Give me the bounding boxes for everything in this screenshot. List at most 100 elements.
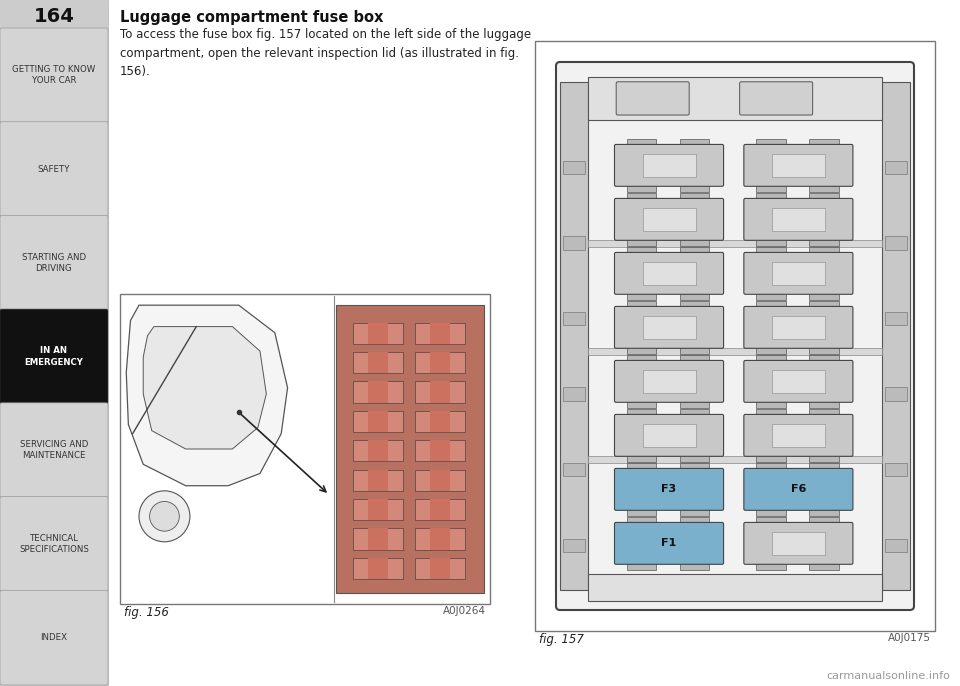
Bar	[756, 563, 785, 570]
FancyBboxPatch shape	[0, 497, 108, 591]
Text: INDEX: INDEX	[40, 633, 67, 642]
Bar	[772, 316, 825, 339]
Bar	[353, 558, 402, 579]
Bar	[535, 41, 935, 631]
Bar	[642, 424, 696, 447]
Bar	[368, 411, 388, 432]
Bar	[368, 352, 388, 373]
Bar	[430, 528, 450, 549]
Bar	[353, 322, 402, 344]
FancyBboxPatch shape	[0, 215, 108, 310]
Bar	[430, 499, 450, 520]
Bar	[680, 455, 709, 462]
Bar	[336, 305, 484, 593]
Bar	[809, 455, 839, 462]
FancyBboxPatch shape	[614, 252, 724, 294]
Bar	[885, 388, 907, 401]
Bar	[885, 236, 907, 250]
Bar	[680, 301, 709, 308]
Text: F3: F3	[661, 484, 677, 495]
Text: fig. 157: fig. 157	[539, 633, 584, 646]
FancyBboxPatch shape	[614, 145, 724, 187]
Bar	[627, 347, 657, 354]
Bar	[642, 154, 696, 177]
Bar	[809, 185, 839, 192]
Text: TECHNICAL
SPECIFICATIONS: TECHNICAL SPECIFICATIONS	[19, 534, 89, 554]
Bar	[772, 424, 825, 447]
Bar	[772, 208, 825, 231]
Bar	[560, 82, 588, 590]
Bar	[642, 370, 696, 393]
Bar	[885, 311, 907, 325]
Bar	[415, 528, 465, 549]
Bar	[772, 261, 825, 285]
Bar	[353, 352, 402, 373]
Bar	[563, 161, 586, 174]
Bar	[415, 499, 465, 520]
Bar	[430, 558, 450, 579]
Bar	[809, 239, 839, 246]
FancyBboxPatch shape	[0, 121, 108, 216]
Bar	[430, 470, 450, 490]
Bar	[756, 463, 785, 470]
Text: SERVICING AND
MAINTENANCE: SERVICING AND MAINTENANCE	[20, 440, 88, 460]
Bar	[627, 409, 657, 416]
Bar	[680, 139, 709, 146]
Bar	[642, 316, 696, 339]
Bar	[588, 348, 882, 355]
Bar	[772, 532, 825, 555]
Bar	[627, 193, 657, 200]
Bar	[627, 463, 657, 470]
Bar	[756, 509, 785, 516]
Bar	[627, 301, 657, 308]
Bar	[809, 563, 839, 570]
Bar	[368, 528, 388, 549]
Bar	[772, 370, 825, 393]
Bar	[885, 539, 907, 552]
Bar	[680, 517, 709, 524]
FancyBboxPatch shape	[0, 403, 108, 497]
Bar	[680, 247, 709, 254]
Bar	[368, 470, 388, 490]
Bar	[368, 322, 388, 344]
Bar	[756, 301, 785, 308]
Bar	[809, 517, 839, 524]
Bar	[809, 193, 839, 200]
Bar	[627, 355, 657, 362]
Bar	[680, 401, 709, 407]
Bar	[627, 455, 657, 462]
Polygon shape	[143, 327, 266, 449]
Text: IN AN
EMERGENCY: IN AN EMERGENCY	[25, 346, 84, 366]
Bar	[627, 293, 657, 300]
Text: Luggage compartment fuse box: Luggage compartment fuse box	[120, 10, 383, 25]
Bar	[809, 347, 839, 354]
Bar	[588, 77, 882, 120]
FancyBboxPatch shape	[0, 309, 108, 404]
Bar	[353, 440, 402, 462]
FancyBboxPatch shape	[616, 82, 689, 115]
Bar	[680, 347, 709, 354]
Bar	[563, 236, 586, 250]
Bar	[353, 499, 402, 520]
Bar	[430, 440, 450, 462]
FancyBboxPatch shape	[744, 198, 852, 240]
Bar	[627, 139, 657, 146]
Bar	[756, 347, 785, 354]
Text: 164: 164	[34, 6, 75, 25]
Bar	[563, 463, 586, 476]
Bar	[756, 517, 785, 524]
FancyBboxPatch shape	[744, 145, 852, 187]
Text: A0J0175: A0J0175	[888, 633, 931, 643]
Bar	[885, 463, 907, 476]
Bar	[563, 311, 586, 325]
Bar	[627, 401, 657, 407]
Bar	[122, 296, 488, 602]
Bar	[368, 381, 388, 403]
FancyBboxPatch shape	[744, 307, 852, 348]
Bar	[809, 301, 839, 308]
Bar	[368, 558, 388, 579]
Bar	[353, 411, 402, 432]
Polygon shape	[127, 305, 288, 486]
FancyBboxPatch shape	[614, 414, 724, 456]
Bar	[756, 401, 785, 407]
